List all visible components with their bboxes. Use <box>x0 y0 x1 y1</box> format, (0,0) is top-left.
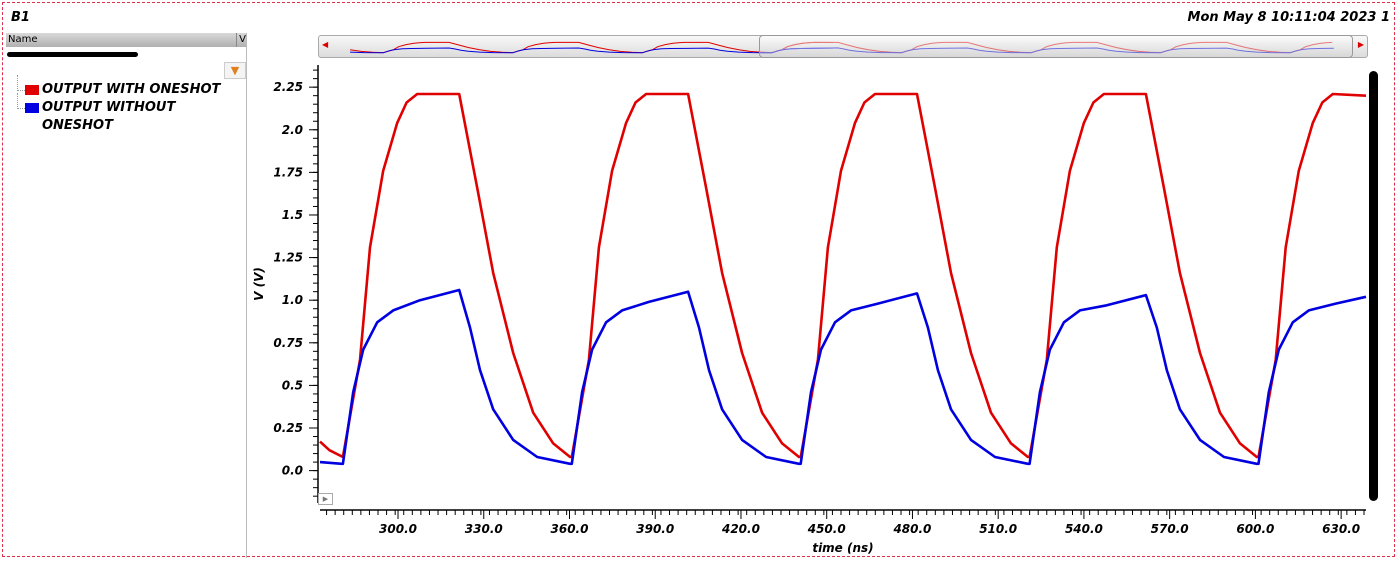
signal-panel: Name V ▼ OUTPUT WITH ONESHOT OUTPUT WITH… <box>6 33 247 558</box>
x-tick-label: 570.0 <box>1151 522 1189 536</box>
horizontal-scrollbar[interactable] <box>7 52 138 57</box>
y-tick-label: 1.25 <box>273 251 303 265</box>
series-line-with-oneshot <box>319 92 1367 459</box>
x-tick-label: 300.0 <box>379 522 417 536</box>
legend-item-with-oneshot[interactable]: OUTPUT WITH ONESHOT <box>12 75 246 99</box>
y-tick-label: 2.0 <box>282 123 303 137</box>
x-tick-label: 480.0 <box>892 522 931 536</box>
window-title: B1 <box>11 10 30 25</box>
x-tick-label: 420.0 <box>721 522 760 536</box>
scroll-right-icon[interactable]: ▶ <box>1357 40 1364 49</box>
y-tick-label: 1.0 <box>282 293 303 307</box>
legend-swatch-red <box>25 85 39 95</box>
x-tick-label: 360.0 <box>551 522 589 536</box>
play-icon[interactable]: ▶ <box>318 493 333 505</box>
x-tick-label: 600.0 <box>1236 522 1274 536</box>
legend-item-without-oneshot[interactable]: OUTPUT WITHOUT ONESHOT <box>12 93 246 133</box>
y-tick-label: 0.25 <box>273 421 303 435</box>
scroll-left-icon[interactable]: ◀ <box>322 40 329 49</box>
legend-swatch-blue <box>25 103 39 113</box>
tree-connector <box>17 93 25 109</box>
name-column-header[interactable]: Name <box>8 34 38 45</box>
y-tick-label: 2.25 <box>273 80 303 94</box>
series-line-without-oneshot <box>319 288 1367 466</box>
x-tick-label: 390.0 <box>636 522 674 536</box>
x-tick-label: 450.0 <box>807 522 846 536</box>
y-tick-label: 1.5 <box>282 208 303 222</box>
value-column-header[interactable]: V <box>236 33 246 47</box>
overview-strip[interactable]: ◀ ▶ <box>318 35 1368 58</box>
legend-label: OUTPUT WITH ONESHOT <box>42 82 221 97</box>
y-tick-label: 0.75 <box>273 336 303 350</box>
tree-connector <box>17 75 25 91</box>
legend: OUTPUT WITH ONESHOT OUTPUT WITHOUT ONESH… <box>12 75 246 133</box>
y-tick-label: 0.5 <box>282 378 303 392</box>
x-axis-label: time (ns) <box>812 541 873 555</box>
overview-window-handle[interactable] <box>759 35 1353 58</box>
overview-series-line <box>350 47 833 54</box>
y-tick-label: 0.0 <box>282 464 303 478</box>
column-header: Name V <box>6 33 246 47</box>
legend-label: OUTPUT WITHOUT ONESHOT <box>42 100 176 133</box>
x-tick-label: 330.0 <box>465 522 503 536</box>
x-tick-label: 510.0 <box>979 522 1017 536</box>
vertical-marker-bar[interactable] <box>1369 71 1378 501</box>
y-tick-label: 1.75 <box>273 165 303 179</box>
timestamp: Mon May 8 10:11:04 2023 1 <box>1187 10 1390 25</box>
x-tick-label: 630.0 <box>1322 522 1360 536</box>
y-axis-label: V (V) <box>252 267 266 301</box>
x-tick-label: 540.0 <box>1065 522 1103 536</box>
filter-icon[interactable]: ▼ <box>224 62 246 79</box>
